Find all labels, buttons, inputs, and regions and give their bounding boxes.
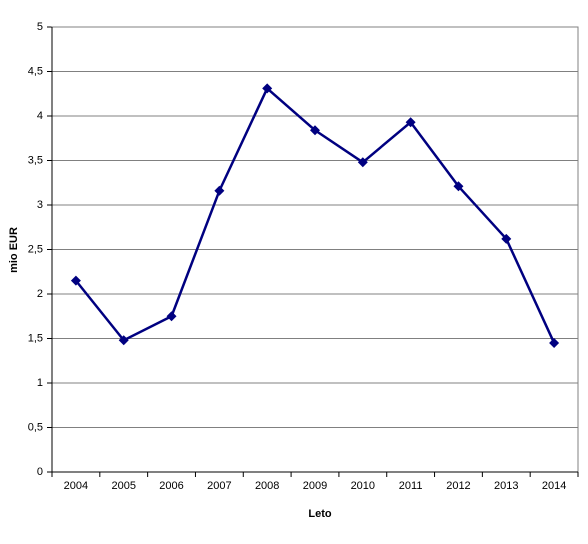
x-tick-label: 2011 xyxy=(399,480,423,492)
x-tick-label: 2007 xyxy=(207,480,231,492)
marker xyxy=(262,83,273,94)
y-tick-label: 5 xyxy=(37,21,43,33)
y-tick-label: 1,5 xyxy=(28,332,43,344)
x-tick-label: 2014 xyxy=(542,480,566,492)
y-tick-label: 0 xyxy=(37,466,43,478)
x-tick-label: 2012 xyxy=(446,480,470,492)
marker xyxy=(549,337,560,348)
marker xyxy=(310,125,320,136)
marker xyxy=(70,275,81,286)
y-tick-label: 3 xyxy=(37,199,43,211)
x-tick-label: 2005 xyxy=(111,480,135,492)
marker xyxy=(214,185,225,196)
y-tick-label: 3,5 xyxy=(28,154,43,166)
marker xyxy=(166,311,177,322)
y-tick-label: 0,5 xyxy=(28,421,43,433)
marker xyxy=(501,233,512,244)
y-tick-label: 4,5 xyxy=(28,65,43,77)
y-tick-label: 2,5 xyxy=(28,243,43,255)
x-tick-label: 2013 xyxy=(494,480,518,492)
y-axis-title: mio EUR xyxy=(8,227,20,273)
x-tick-label: 2008 xyxy=(255,480,279,492)
marker xyxy=(118,335,129,346)
x-tick-label: 2006 xyxy=(159,480,183,492)
x-axis-title: Leto xyxy=(308,508,332,520)
x-tick-label: 2004 xyxy=(64,480,88,492)
y-tick-label: 4 xyxy=(37,110,43,122)
y-tick-label: 2 xyxy=(37,288,43,300)
x-tick-label: 2010 xyxy=(351,480,375,492)
marker xyxy=(453,181,464,192)
marker xyxy=(405,117,416,128)
marker xyxy=(357,157,368,168)
x-tick-label: 2009 xyxy=(303,480,327,492)
y-tick-label: 1 xyxy=(37,377,43,389)
